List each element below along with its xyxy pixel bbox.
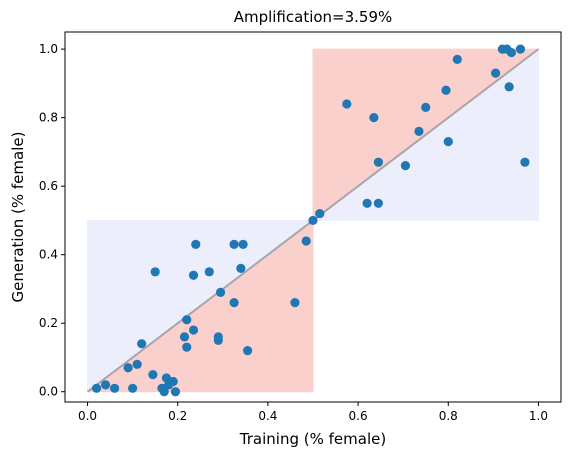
scatter-point-30 (243, 346, 253, 356)
scatter-point-11 (159, 387, 169, 397)
scatter-point-19 (188, 325, 199, 335)
x-axis-label: Training (% female) (239, 430, 386, 448)
scatter-point-27 (229, 298, 239, 308)
scatter-point-35 (342, 99, 352, 109)
scatter-point-44 (443, 137, 453, 147)
y-tick-label: 0.2 (39, 316, 58, 330)
scatter-point-31 (290, 298, 300, 308)
x-tick-label: 0.8 (439, 409, 458, 423)
scatter-point-51 (515, 44, 526, 54)
scatter-point-50 (506, 47, 516, 58)
y-axis-ticks: 0.0 0.2 0.4 0.6 0.8 1.0 (39, 42, 65, 399)
scatter-point-36 (362, 198, 372, 208)
scatter-point-3 (110, 383, 120, 393)
scatter-point-20 (188, 270, 199, 280)
scatter-point-43 (441, 85, 451, 95)
scatter-point-1 (91, 383, 102, 393)
scatter-point-38 (373, 157, 383, 167)
x-tick-label: 0.4 (258, 409, 277, 423)
scatter-point-2 (100, 380, 111, 390)
scatter-point-32 (301, 236, 311, 246)
scatter-point-22 (204, 267, 214, 277)
chart-title: Amplification=3.59% (234, 8, 393, 26)
scatter-point-42 (421, 102, 431, 112)
scatter-point-40 (400, 161, 411, 171)
scatter-point-15 (170, 387, 181, 397)
scatter-point-5 (128, 383, 138, 393)
x-tick-label: 0.6 (349, 409, 368, 423)
scatter-point-4 (123, 363, 133, 373)
y-tick-label: 0.8 (39, 111, 58, 125)
scatter-point-41 (414, 126, 424, 136)
x-axis-ticks: 0.0 0.2 0.4 0.6 0.8 1.0 (78, 402, 548, 423)
scatter-point-17 (182, 315, 192, 325)
y-tick-label: 0.6 (39, 179, 58, 193)
scatter-point-29 (238, 239, 248, 250)
y-tick-label: 0.4 (39, 248, 58, 262)
scatter-point-7 (137, 339, 147, 349)
x-tick-label: 1.0 (529, 409, 548, 423)
scatter-point-33 (308, 215, 318, 226)
x-tick-label: 0.0 (78, 409, 97, 423)
scatter-point-49 (504, 82, 514, 92)
scatter-point-52 (520, 157, 530, 167)
y-tick-label: 1.0 (39, 42, 58, 56)
scatter-point-24 (213, 332, 223, 342)
scatter-point-8 (148, 369, 158, 380)
scatter-point-46 (491, 68, 501, 78)
plot-frame (64, 31, 562, 403)
scatter-point-14 (168, 376, 178, 387)
scatter-point-9 (150, 267, 160, 277)
scatter-point-39 (373, 198, 383, 208)
scatter-point-37 (369, 113, 379, 123)
scatter-point-26 (229, 239, 239, 250)
scatter-point-25 (215, 287, 226, 297)
x-tick-label: 0.2 (168, 409, 187, 423)
scatter-point-18 (182, 342, 192, 352)
y-axis-label: Generation (% female) (9, 132, 27, 303)
scatter-point-28 (236, 263, 246, 273)
scatter-point-21 (191, 239, 201, 250)
y-tick-label: 0.0 (39, 385, 58, 399)
scatter-point-45 (452, 54, 462, 65)
scatter-point-34 (315, 208, 325, 219)
scatter-point-16 (179, 332, 190, 342)
scatter-points (91, 44, 530, 397)
scatter-point-6 (132, 359, 142, 369)
